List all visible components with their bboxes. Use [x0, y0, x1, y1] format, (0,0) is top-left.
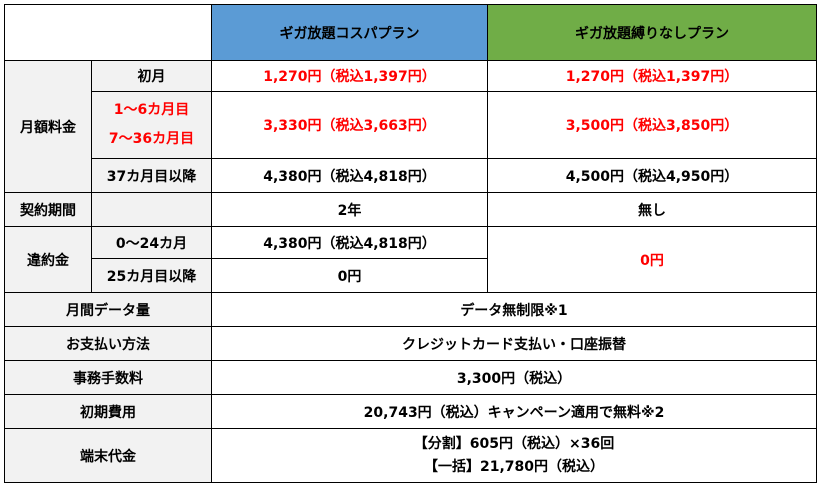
cancellation-fee-plan2: 0円 [487, 226, 817, 293]
monthly-fee-period-mid: 1〜6カ月目 7〜36カ月目 [91, 91, 212, 159]
monthly-fee-label: 月額料金 [4, 60, 92, 193]
monthly-fee-first-plan2: 1,270円（税込1,397円） [487, 60, 817, 92]
device-cost-installment: 【分割】605円（税込）×36回 [413, 435, 615, 452]
contract-period-blank [91, 192, 212, 227]
monthly-fee-period-first: 初月 [91, 60, 212, 92]
payment-method-label: お支払い方法 [4, 326, 212, 361]
payment-method-value: クレジットカード支払い・口座振替 [211, 326, 817, 361]
monthly-fee-mid-plan2: 3,500円（税込3,850円） [487, 91, 817, 159]
header-blank-cell [4, 4, 212, 61]
device-cost-value: 【分割】605円（税込）×36回 【一括】21,780円（税込） [211, 428, 817, 483]
monthly-fee-period-37: 37カ月目以降 [91, 158, 212, 193]
initial-cost-value: 20,743円（税込）キャンペーン適用で無料※2 [211, 394, 817, 429]
monthly-fee-first-month-row: 月額料金 初月 1,270円（税込1,397円） 1,270円（税込1,397円… [4, 60, 817, 193]
monthly-fee-later-row: 37カ月目以降 4,380円（税込4,818円） 4,500円（税込4,950円… [5, 158, 817, 193]
admin-fee-label: 事務手数料 [4, 360, 212, 395]
cancellation-fee-row-2: 25カ月目以降 0円 [5, 258, 817, 293]
data-volume-row: 月間データ量 データ無制限※1 [4, 292, 817, 327]
monthly-fee-period-7-36: 7〜36カ月目 [108, 131, 195, 147]
payment-method-row: お支払い方法 クレジットカード支払い・口座振替 [4, 326, 817, 361]
cancellation-fee-label: 違約金 [4, 226, 92, 293]
cancellation-fee-period-2: 25カ月目以降 [91, 258, 212, 293]
monthly-fee-period-1-6: 1〜6カ月目 [113, 102, 190, 118]
monthly-fee-later-plan1: 4,380円（税込4,818円） [211, 158, 488, 193]
data-volume-label: 月間データ量 [4, 292, 212, 327]
device-cost-row: 端末代金 【分割】605円（税込）×36回 【一括】21,780円（税込） [4, 428, 817, 483]
contract-period-plan1: 2年 [211, 192, 488, 227]
contract-period-plan2: 無し [487, 192, 817, 227]
cancellation-fee-plan1-2: 0円 [211, 258, 488, 293]
admin-fee-row: 事務手数料 3,300円（税込） [4, 360, 817, 395]
contract-period-row: 契約期間 2年 無し [4, 192, 817, 227]
cancellation-fee-plan1-1: 4,380円（税込4,818円） [211, 226, 488, 259]
header-plan2: ギガ放題縛りなしプラン [487, 4, 817, 61]
plan-comparison-table: ギガ放題コスパプラン ギガ放題縛りなしプラン 月額料金 初月 1,270円（税込… [4, 4, 817, 483]
data-volume-value: データ無制限※1 [211, 292, 817, 327]
device-cost-label: 端末代金 [4, 428, 212, 483]
monthly-fee-mid-row: 1〜6カ月目 7〜36カ月目 3,330円（税込3,663円） 3,500円（税… [5, 91, 817, 159]
admin-fee-value: 3,300円（税込） [211, 360, 817, 395]
header-plan1: ギガ放題コスパプラン [211, 4, 488, 61]
cancellation-fee-row-1: 違約金 0〜24カ月 4,380円（税込4,818円） 0円 [4, 226, 817, 293]
device-cost-lump-sum: 【一括】21,780円（税込） [423, 458, 605, 475]
initial-cost-row: 初期費用 20,743円（税込）キャンペーン適用で無料※2 [4, 394, 817, 429]
cancellation-fee-period-1: 0〜24カ月 [91, 226, 212, 259]
contract-period-label: 契約期間 [4, 192, 92, 227]
header-row: ギガ放題コスパプラン ギガ放題縛りなしプラン [4, 4, 817, 61]
monthly-fee-mid-plan1: 3,330円（税込3,663円） [211, 91, 488, 159]
monthly-fee-later-plan2: 4,500円（税込4,950円） [487, 158, 817, 193]
monthly-fee-first-plan1: 1,270円（税込1,397円） [211, 60, 488, 92]
initial-cost-label: 初期費用 [4, 394, 212, 429]
plan-comparison-table-wrapper: ギガ放題コスパプラン ギガ放題縛りなしプラン 月額料金 初月 1,270円（税込… [4, 4, 817, 483]
